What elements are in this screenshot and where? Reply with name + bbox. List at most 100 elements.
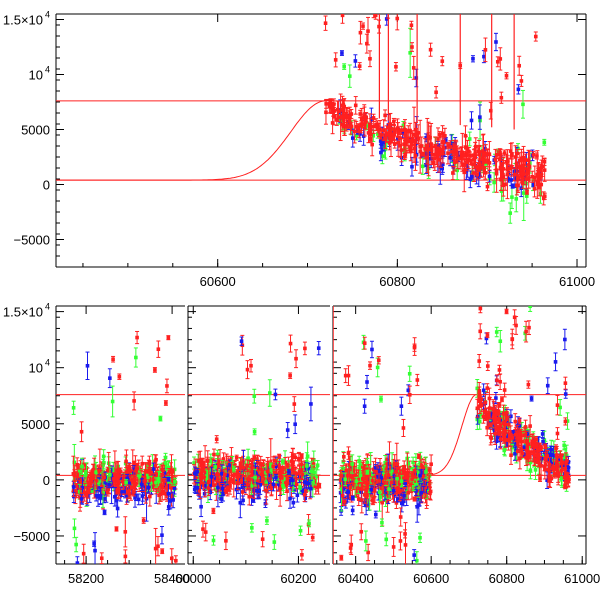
top-red-point bbox=[412, 66, 416, 70]
bottom-segment-1-blue-point bbox=[147, 486, 151, 490]
top-blue-point bbox=[488, 174, 492, 178]
top-red-point bbox=[324, 110, 328, 114]
top-blue-point bbox=[509, 178, 513, 182]
top-red-point bbox=[412, 133, 416, 137]
top-red-point bbox=[341, 14, 345, 18]
top-red-point bbox=[464, 134, 468, 138]
top-red-point bbox=[410, 45, 414, 49]
top-data-layer bbox=[56, 0, 586, 223]
top-red-point bbox=[431, 153, 435, 157]
top-red-point bbox=[525, 171, 529, 175]
bottom-segment-1-red-point bbox=[132, 490, 136, 494]
bottom-segment-1-red-point bbox=[85, 494, 89, 498]
top-red-point bbox=[484, 171, 488, 175]
bottom-segment-1-red-point bbox=[162, 479, 166, 483]
top-blue-point bbox=[448, 156, 452, 160]
top-blue-point bbox=[354, 59, 358, 63]
bottom-segment-1-blue-point bbox=[99, 494, 103, 498]
top-red-point bbox=[376, 125, 380, 129]
bottom-segment-1-red-point bbox=[76, 465, 80, 469]
bottom-segment-1-red-point bbox=[102, 475, 106, 479]
top-red-point bbox=[527, 163, 531, 167]
top-red-point bbox=[439, 148, 443, 152]
top-red-point bbox=[521, 182, 525, 186]
bottom-segment-1-red-point bbox=[124, 555, 128, 559]
bottom-segment-2-blue-point bbox=[303, 496, 307, 500]
bottom-segment-1-green-point bbox=[134, 356, 138, 360]
bottom-segment-1-green-point bbox=[173, 480, 177, 484]
top-red-point bbox=[503, 151, 507, 155]
top-red-point bbox=[522, 171, 526, 175]
bottom-segment-1-blue-point bbox=[86, 364, 90, 368]
top-blue-point bbox=[470, 119, 474, 123]
bottom-segment-1-red-point bbox=[132, 399, 136, 403]
bottom-segment-1-red-point bbox=[126, 490, 130, 494]
bottom-segment-1-green-point bbox=[108, 473, 112, 477]
bottom-segment-2-red-point bbox=[212, 509, 216, 513]
top-red-point bbox=[451, 171, 455, 175]
top-red-point bbox=[386, 7, 390, 11]
top-red-point bbox=[406, 137, 410, 141]
top-red-point bbox=[383, 114, 387, 118]
bottom-segment-1-red-point bbox=[148, 462, 152, 466]
bottom-segment-1-red-point bbox=[167, 336, 171, 340]
bottom-segment-1-ytick-exp-15000: 4 bbox=[45, 302, 50, 312]
bottom-segment-1-red-point bbox=[159, 483, 163, 487]
top-red-point bbox=[384, 137, 388, 141]
bottom-segment-1-red-point bbox=[82, 552, 86, 556]
top-red-point bbox=[324, 102, 328, 106]
top-red-point bbox=[537, 172, 541, 176]
bottom-segment-1-ytick-label-5000: 5000 bbox=[21, 417, 50, 432]
top-blue-point bbox=[340, 51, 344, 55]
bottom-segment-1-red-point bbox=[171, 495, 175, 499]
bottom-segment-1-blue-point bbox=[137, 498, 141, 502]
top-green-point bbox=[521, 103, 525, 107]
bottom-segment-2-green-point bbox=[246, 456, 250, 460]
bottom-segment-1-blue-point bbox=[116, 507, 120, 511]
bottom-segment-2-blue-point bbox=[288, 497, 292, 501]
bottom-segment-1-red-point bbox=[116, 480, 120, 484]
bottom-segment-1-green-point bbox=[164, 461, 168, 465]
bottom-segment-2-green-point bbox=[299, 529, 303, 533]
top-red-point bbox=[446, 151, 450, 155]
top-blue-point bbox=[470, 175, 474, 179]
top-red-point bbox=[534, 35, 538, 39]
top-red-point bbox=[500, 96, 504, 100]
top-red-point bbox=[365, 42, 369, 46]
bottom-segment-2-green-point bbox=[268, 391, 272, 395]
bottom-segment-2-blue-point bbox=[317, 346, 321, 350]
top-red-point bbox=[380, 133, 384, 137]
top-red-point bbox=[530, 175, 534, 179]
top-red-point bbox=[423, 147, 427, 151]
top-red-point bbox=[543, 168, 547, 172]
bottom-segment-1-red-point bbox=[142, 519, 146, 523]
bottom-segment-1-red-point bbox=[113, 472, 117, 476]
bottom-segment-1-blue-point bbox=[120, 490, 124, 494]
bottom-segment-1-red-point bbox=[121, 480, 125, 484]
bottom-segment-1-red-point bbox=[165, 384, 169, 388]
top-red-point bbox=[408, 129, 412, 133]
top-red-point bbox=[482, 153, 486, 157]
top-green-point bbox=[500, 189, 504, 193]
bottom-segment-1-red-point bbox=[124, 530, 128, 534]
bottom-segment-2-red-point bbox=[241, 490, 245, 494]
top-red-point bbox=[404, 153, 408, 157]
bottom-segment-2-green-point bbox=[273, 540, 277, 544]
top-red-point bbox=[466, 147, 470, 151]
bottom-segment-1-red-point bbox=[165, 486, 169, 490]
top-blue-point bbox=[380, 143, 384, 147]
top-ytick-label-15000: 1.5×10 bbox=[3, 13, 43, 28]
bottom-segment-1-red-point bbox=[125, 470, 129, 474]
top-red-point bbox=[461, 151, 465, 155]
top-red-point bbox=[399, 128, 403, 132]
top-ytick-exp-10000: 4 bbox=[45, 65, 50, 75]
bottom-segment-1-red-point bbox=[135, 336, 139, 340]
bottom-segment-1-red-point bbox=[128, 469, 132, 473]
top-blue-point bbox=[410, 165, 414, 169]
bottom-segment-1-red-point bbox=[148, 495, 152, 499]
bottom-segment-1-red-point bbox=[111, 357, 115, 361]
bottom-segment-1-ytick-exp-10000: 4 bbox=[45, 358, 50, 368]
top-red-point bbox=[506, 167, 510, 171]
top-red-point bbox=[437, 152, 441, 156]
